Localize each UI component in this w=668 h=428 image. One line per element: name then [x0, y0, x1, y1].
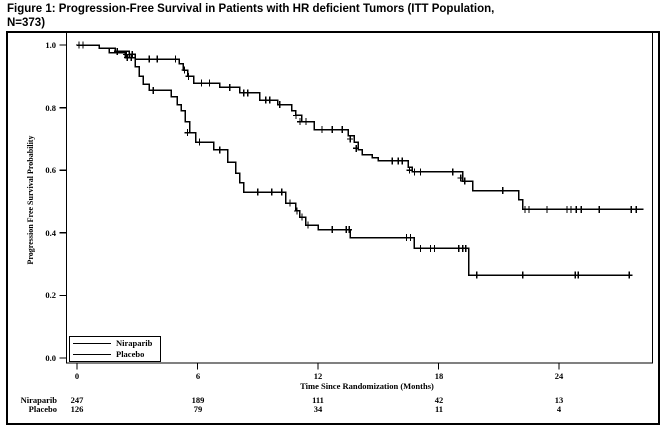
figure-title-line2: N=373) — [7, 16, 46, 29]
x-tick-label-18: 18 — [434, 371, 444, 381]
legend: Niraparib Placebo — [69, 336, 161, 362]
y-tick-label-0.6: 0.6 — [45, 165, 56, 175]
at-risk-placebo-m6: 79 — [193, 404, 203, 414]
y-tick-label-0.2: 0.2 — [45, 290, 56, 300]
legend-entry-placebo: Placebo — [73, 349, 157, 359]
at-risk-niraparib-m18: 42 — [434, 395, 444, 405]
at-risk-niraparib-m0: 247 — [70, 395, 84, 405]
x-axis-title: Time Since Randomization (Months) — [300, 381, 434, 391]
x-tick-label-0: 0 — [74, 371, 80, 381]
niraparib-line-sample — [73, 343, 111, 345]
x-tick-label-24: 24 — [554, 371, 564, 381]
at-risk-niraparib-m6: 189 — [191, 395, 205, 405]
y-tick-label-0.0: 0.0 — [45, 353, 56, 363]
figure-title-line1: Figure 1: Progression-Free Survival in P… — [7, 3, 495, 15]
y-tick-label-1.0: 1.0 — [45, 40, 56, 50]
y-axis-title: Progression Free Survival Probability — [26, 135, 35, 265]
y-tick-label-0.8: 0.8 — [45, 103, 56, 113]
at-risk-row-label-placebo: Placebo — [28, 404, 57, 414]
at-risk-placebo-m12: 34 — [313, 404, 323, 414]
x-tick-label-6: 6 — [195, 371, 201, 381]
at-risk-placebo-m18: 11 — [434, 404, 444, 414]
legend-entry-niraparib: Niraparib — [73, 339, 157, 349]
at-risk-placebo-m0: 126 — [70, 404, 84, 414]
legend-label-placebo: Placebo — [116, 348, 145, 359]
y-tick-label-0.4: 0.4 — [45, 228, 56, 238]
x-tick-label-12: 12 — [313, 371, 323, 381]
at-risk-niraparib-m24: 13 — [554, 395, 564, 405]
placebo-line-sample — [73, 353, 111, 355]
legend-label-niraparib: Niraparib — [116, 338, 153, 349]
figure-title: Figure 1: Progression-Free Survival in P… — [7, 3, 657, 30]
at-risk-niraparib-m12: 111 — [312, 395, 324, 405]
at-risk-row-label-niraparib: Niraparib — [20, 395, 57, 405]
at-risk-placebo-m24: 4 — [556, 404, 562, 414]
